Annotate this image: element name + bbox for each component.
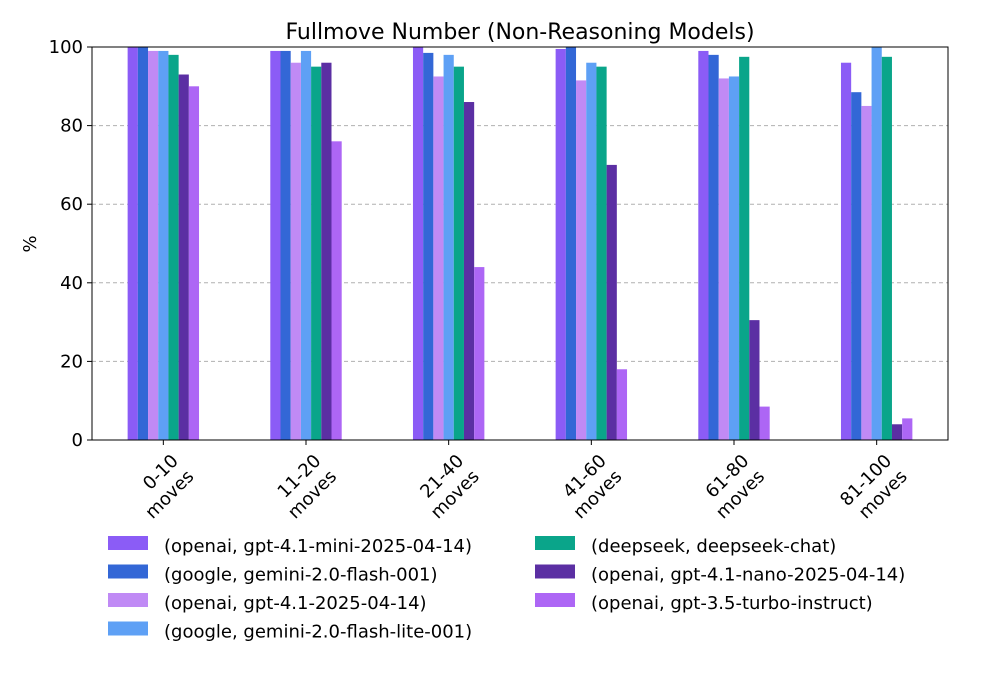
legend-swatch (535, 536, 575, 550)
bar (565, 47, 577, 440)
bar (851, 92, 862, 440)
legend-swatch (535, 564, 575, 579)
bar (148, 50, 159, 441)
legend-swatch (535, 593, 575, 607)
bar (698, 50, 709, 441)
bar (739, 56, 750, 440)
legend-label: (google, gemini-2.0-flash-lite-001) (164, 622, 472, 643)
y-tick-label: 0 (72, 430, 83, 451)
bar (412, 47, 424, 440)
bar (871, 47, 882, 440)
legend-item: (openai, gpt-4.1-mini-2025-04-14) (108, 536, 472, 557)
bar (331, 141, 342, 440)
bar (840, 62, 852, 440)
bar (596, 66, 607, 441)
plot-frame (91, 46, 949, 441)
bar (188, 86, 200, 441)
y-axis-label: % (20, 235, 41, 252)
bar (311, 66, 322, 441)
bar (759, 406, 770, 440)
grid-lines (92, 125, 948, 362)
legend-item: (openai, gpt-4.1-nano-2025-04-14) (535, 564, 905, 586)
y-tick-label: 20 (60, 351, 83, 372)
legend: (openai, gpt-4.1-mini-2025-04-14) (google… (108, 536, 905, 643)
y-tick-label: 100 (49, 37, 83, 58)
legend-item: (deepseek, deepseek-chat) (535, 536, 836, 557)
y-tick-label: 80 (60, 116, 83, 137)
legend-swatch (108, 593, 148, 607)
bar (423, 52, 434, 441)
bar (861, 105, 872, 440)
bar (443, 54, 454, 441)
bar (433, 76, 444, 440)
bar (749, 320, 760, 440)
bar (881, 56, 892, 440)
bars (127, 47, 913, 441)
legend-swatch (108, 564, 148, 579)
legend-label: (openai, gpt-3.5-turbo-instruct) (591, 593, 873, 614)
legend-label: (openai, gpt-4.1-2025-04-14) (164, 593, 427, 614)
legend-swatch (108, 621, 148, 636)
y-tick-label: 60 (60, 194, 83, 215)
bar (902, 418, 913, 440)
legend-label: (openai, gpt-4.1-mini-2025-04-14) (164, 536, 472, 557)
y-axis-ticks: 0 20 40 60 80 100 (49, 37, 92, 451)
bar (280, 50, 291, 441)
bar (555, 48, 566, 441)
bar (891, 424, 903, 440)
legend-item: (openai, gpt-3.5-turbo-instruct) (535, 593, 873, 614)
bar (270, 50, 281, 441)
legend-item: (openai, gpt-4.1-2025-04-14) (108, 593, 427, 614)
bar (168, 54, 179, 441)
bar (616, 369, 628, 440)
y-tick-label: 40 (60, 273, 83, 294)
legend-swatch (108, 536, 148, 550)
legend-label: (google, gemini-2.0-flash-001) (164, 565, 438, 586)
bar (474, 267, 485, 440)
bar (158, 50, 169, 441)
bar (453, 66, 464, 441)
legend-label: (deepseek, deepseek-chat) (591, 536, 836, 557)
bar (463, 102, 475, 441)
bar (321, 62, 332, 440)
bar (728, 76, 740, 440)
bar (586, 62, 597, 440)
bar (606, 164, 617, 440)
legend-item: (google, gemini-2.0-flash-lite-001) (108, 621, 472, 643)
bar (576, 80, 587, 440)
chart-title: Fullmove Number (Non-Reasoning Models) (285, 20, 754, 45)
bar (290, 62, 301, 440)
bar (708, 54, 719, 441)
bar (178, 74, 189, 440)
bar (137, 47, 149, 440)
bar (300, 50, 312, 441)
bar (718, 78, 729, 440)
bar (127, 47, 138, 440)
legend-label: (openai, gpt-4.1-nano-2025-04-14) (591, 565, 905, 586)
legend-item: (google, gemini-2.0-flash-001) (108, 564, 438, 586)
